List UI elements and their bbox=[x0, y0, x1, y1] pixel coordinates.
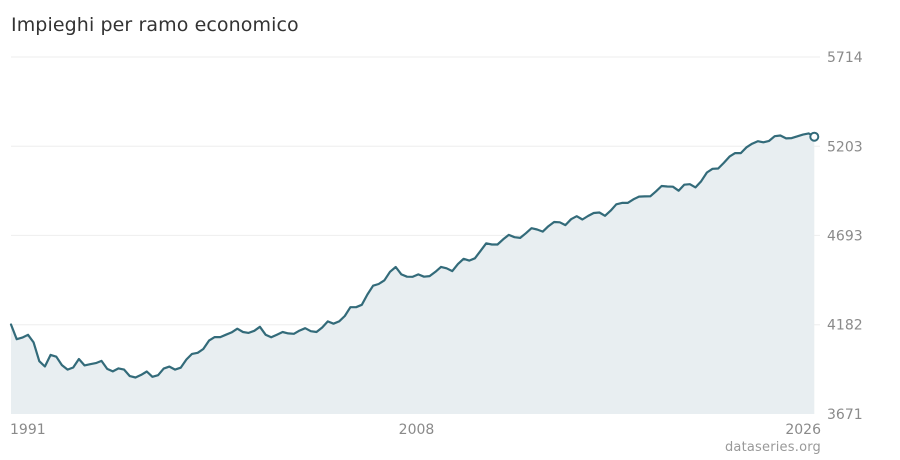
y-tick-label: 4693 bbox=[827, 228, 863, 244]
x-tick-label: 2026 bbox=[785, 422, 821, 438]
series-area bbox=[11, 133, 815, 414]
y-tick-label: 5203 bbox=[827, 139, 863, 155]
last-point-marker bbox=[809, 131, 820, 142]
x-tick-label: 1991 bbox=[10, 422, 46, 438]
point-layer bbox=[809, 131, 820, 142]
y-axis-ticks: 3671 4182 4693 5203 5714 bbox=[827, 50, 863, 423]
area-layer bbox=[11, 133, 815, 414]
x-axis-ticks: 1991 2008 2026 bbox=[10, 422, 821, 438]
series-line bbox=[9, 132, 816, 379]
y-tick-label: 5714 bbox=[827, 50, 863, 66]
x-tick-label: 2008 bbox=[399, 422, 435, 438]
y-tick-label: 4182 bbox=[827, 318, 863, 334]
line-layer bbox=[9, 132, 816, 379]
y-tick-label: 3671 bbox=[827, 407, 863, 423]
chart-title: Impieghi per ramo economico bbox=[11, 14, 299, 36]
source-label: dataseries.org bbox=[724, 440, 821, 455]
